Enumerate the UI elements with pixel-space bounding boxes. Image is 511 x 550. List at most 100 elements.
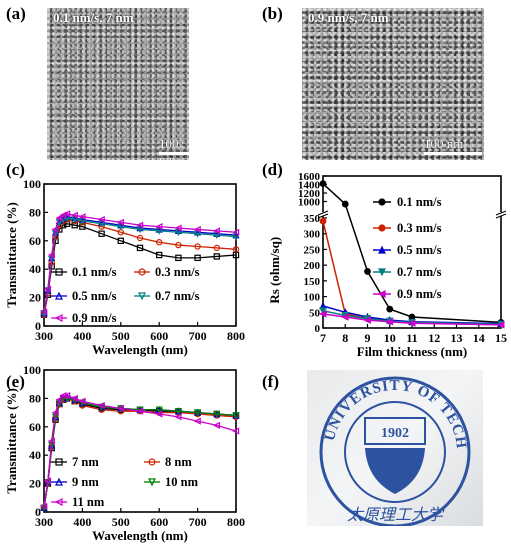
data-point-4	[363, 316, 371, 324]
data-point-4	[97, 401, 105, 410]
data-point-0	[213, 253, 220, 260]
y-tick-label: 60	[29, 234, 41, 248]
chart-e: 300 400 500 600 700 800 0 20 40 60 80 100 Wavelength…	[4, 363, 245, 543]
data-point-3	[213, 410, 221, 418]
data-point-2	[71, 214, 79, 222]
data-point-4	[136, 407, 144, 415]
data-point-0	[319, 180, 327, 188]
scale-bar-b	[424, 152, 482, 155]
y-tick-label: 300	[304, 229, 321, 241]
legend-marker-0	[378, 198, 386, 206]
x-tick-label: 13	[451, 331, 463, 345]
data-point-4	[155, 410, 163, 418]
data-point-4	[232, 228, 240, 236]
seal-chinese-name: 太原理工大学	[347, 506, 445, 524]
y-tick-label: 0	[315, 323, 321, 335]
data-point-0	[386, 305, 394, 313]
x-tick-label: 9	[365, 331, 371, 345]
scale-bar-a	[159, 152, 189, 155]
x-axis-label: Wavelength (nm)	[92, 342, 188, 357]
data-point-4	[212, 421, 220, 429]
y-axis-label: Transmittance (%)	[4, 388, 19, 494]
series-line-3	[322, 309, 502, 325]
data-point-0	[136, 244, 144, 252]
data-point-3	[174, 407, 182, 416]
legend-marker-3	[138, 292, 146, 301]
y-tick-label: 80	[29, 205, 41, 219]
university-seal-icon: TAIYUAN UNIVERSITY OF TECHNOLOGY 1902 太原…	[301, 358, 471, 528]
data-point-4	[55, 396, 63, 404]
y-tick-label: 40	[29, 448, 41, 462]
data-point-4	[59, 211, 67, 219]
y-tick-label: 50	[309, 307, 321, 319]
y-tick-label: 60	[29, 420, 41, 434]
legend-label-3: 10 nm	[165, 475, 199, 489]
data-point-2	[136, 224, 144, 232]
y-tick-label: 0	[35, 319, 41, 333]
legend-marker-1	[138, 268, 146, 276]
data-point-1	[194, 243, 201, 250]
x-tick-label: 7	[320, 331, 326, 345]
chart-c: 300 400 500 600 700 800 0 20 40 60 80 100 Wavelength…	[4, 177, 245, 357]
sem-image-b: 0.9 nm/s, 7 nm 100 nm	[302, 8, 484, 160]
data-point-2	[232, 231, 240, 239]
x-tick-label: 700	[189, 329, 207, 343]
university-logo-photo: TAIYUAN UNIVERSITY OF TECHNOLOGY 1902 太原…	[301, 358, 483, 528]
y-tick-label: 1000	[298, 197, 321, 209]
seal-year: 1902	[381, 426, 409, 441]
legend-label-2: 0.5 nm/s	[72, 289, 117, 303]
plot-frame	[43, 369, 237, 513]
data-point-0	[98, 230, 105, 237]
x-tick-label: 12	[428, 331, 440, 345]
sem-a-label: 0.1 nm/s, 7 nm	[53, 10, 134, 25]
legend-marker-3	[378, 268, 386, 277]
data-point-2	[194, 228, 202, 236]
y-tick-label: 350	[304, 213, 321, 225]
data-point-4	[407, 319, 416, 328]
data-point-1	[232, 246, 240, 253]
plot-frame	[43, 183, 237, 327]
y-axis-label: Transmittance (%)	[4, 202, 19, 308]
data-point-2	[98, 218, 106, 226]
legend-label-4: 0.9 nm/s	[72, 311, 117, 325]
chart-d: 7 8 9 10 11 12 13 14 150501001502002503003501000…	[267, 171, 507, 359]
scale-label-b: 100 nm	[424, 136, 464, 151]
x-tick-label: 800	[227, 515, 245, 529]
legend-label-0: 0.1 nm/s	[397, 195, 442, 209]
data-point-1	[155, 239, 163, 246]
legend-label-4: 11 nm	[72, 495, 105, 509]
data-point-3	[155, 406, 163, 414]
x-tick-label: 8	[342, 331, 348, 345]
data-point-4	[59, 391, 67, 400]
data-point-4	[40, 308, 48, 316]
data-point-2	[213, 229, 221, 237]
y-tick-label: 100	[23, 363, 41, 377]
axis-break-mark	[495, 210, 507, 216]
data-point-4	[496, 321, 505, 329]
data-point-3	[232, 412, 240, 420]
series-line-4	[43, 394, 237, 507]
legend-marker-3	[148, 478, 156, 487]
y-tick-label: 100	[23, 177, 41, 191]
data-point-4	[116, 404, 125, 412]
y-tick-label: 20	[29, 477, 41, 491]
legend-label-3: 0.7 nm/s	[155, 289, 200, 303]
data-point-4	[63, 391, 71, 400]
axis-break-gap	[497, 212, 505, 216]
data-point-4	[193, 225, 201, 234]
x-tick-label: 800	[227, 329, 245, 343]
data-point-4	[47, 251, 55, 259]
data-point-2	[174, 226, 182, 235]
legend-label-0: 7 nm	[72, 455, 99, 469]
data-point-4	[55, 214, 63, 222]
axis-break-mark	[317, 213, 329, 219]
series-line-0	[322, 183, 502, 324]
legend-marker-1	[148, 458, 156, 466]
x-tick-label: 600	[150, 515, 168, 529]
legend-marker-0	[55, 268, 63, 276]
y-tick-label: 1600	[298, 171, 321, 183]
data-point-4	[40, 502, 48, 510]
data-point-0	[156, 251, 163, 259]
scale-label-a: 100 nm	[159, 136, 179, 160]
x-tick-label: 10	[384, 331, 396, 345]
